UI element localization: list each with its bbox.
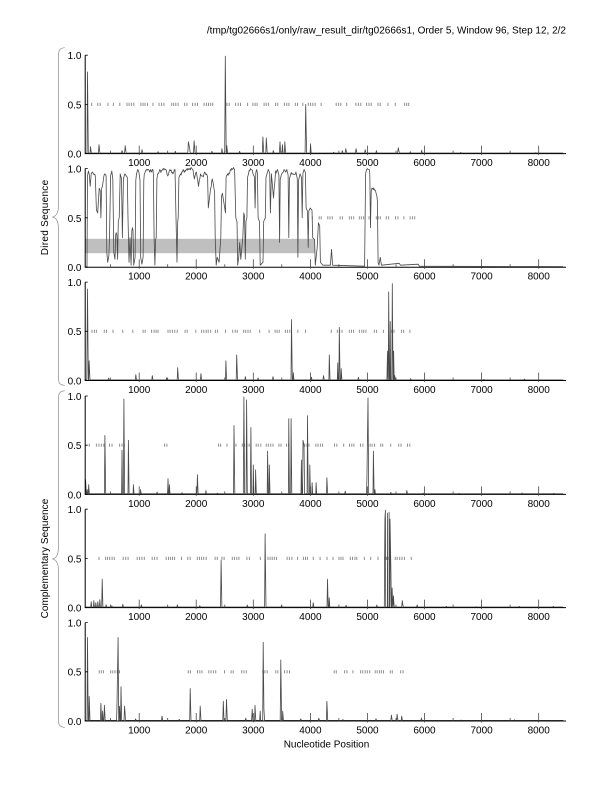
svg-text:7000: 7000 (470, 272, 493, 283)
svg-text:/tmp/tg02666s1/only/raw_result: /tmp/tg02666s1/only/raw_result_dir/tg026… (207, 26, 567, 37)
svg-text:4000: 4000 (299, 499, 322, 510)
svg-text:2000: 2000 (185, 725, 208, 736)
svg-text:7000: 7000 (470, 612, 493, 623)
svg-text:5000: 5000 (356, 612, 379, 623)
svg-text:0.0: 0.0 (68, 376, 82, 387)
svg-text:4000: 4000 (299, 725, 322, 736)
svg-text:1000: 1000 (128, 725, 151, 736)
svg-text:2000: 2000 (185, 272, 208, 283)
svg-text:Complementary Sequence: Complementary Sequence (40, 498, 51, 618)
svg-text:8000: 8000 (528, 272, 551, 283)
svg-text:6000: 6000 (413, 272, 436, 283)
svg-text:2000: 2000 (185, 499, 208, 510)
svg-text:2000: 2000 (185, 385, 208, 396)
svg-text:0.0: 0.0 (68, 263, 82, 274)
svg-text:4000: 4000 (299, 272, 322, 283)
svg-text:5000: 5000 (356, 725, 379, 736)
svg-text:1000: 1000 (128, 612, 151, 623)
svg-text:6000: 6000 (413, 385, 436, 396)
svg-text:4000: 4000 (299, 612, 322, 623)
svg-text:8000: 8000 (528, 158, 551, 169)
svg-text:0.5: 0.5 (68, 554, 82, 565)
svg-text:0.0: 0.0 (68, 604, 82, 615)
svg-text:8000: 8000 (528, 499, 551, 510)
svg-text:4000: 4000 (299, 385, 322, 396)
svg-text:1000: 1000 (128, 385, 151, 396)
svg-text:5000: 5000 (356, 499, 379, 510)
svg-text:1000: 1000 (128, 499, 151, 510)
svg-text:8000: 8000 (528, 725, 551, 736)
svg-text:2000: 2000 (185, 612, 208, 623)
svg-text:1.0: 1.0 (68, 392, 82, 403)
svg-text:4000: 4000 (299, 158, 322, 169)
svg-text:3000: 3000 (242, 385, 265, 396)
svg-text:0.0: 0.0 (68, 717, 82, 728)
svg-text:6000: 6000 (413, 499, 436, 510)
svg-text:3000: 3000 (242, 499, 265, 510)
svg-text:0.5: 0.5 (68, 668, 82, 679)
svg-text:0.0: 0.0 (68, 490, 82, 501)
svg-text:7000: 7000 (470, 499, 493, 510)
svg-text:3000: 3000 (242, 612, 265, 623)
svg-text:Nucleotide Position: Nucleotide Position (284, 740, 370, 751)
svg-text:7000: 7000 (470, 158, 493, 169)
svg-text:1000: 1000 (128, 272, 151, 283)
svg-text:1.0: 1.0 (68, 51, 82, 62)
svg-text:1.0: 1.0 (68, 505, 82, 516)
svg-text:5000: 5000 (356, 158, 379, 169)
svg-text:6000: 6000 (413, 158, 436, 169)
svg-text:Dired Sequence: Dired Sequence (40, 179, 51, 255)
svg-text:1.0: 1.0 (68, 164, 82, 175)
svg-text:1.0: 1.0 (68, 278, 82, 289)
svg-text:0.5: 0.5 (68, 441, 82, 452)
svg-text:0.5: 0.5 (68, 327, 82, 338)
svg-text:1000: 1000 (128, 158, 151, 169)
svg-text:6000: 6000 (413, 612, 436, 623)
svg-text:0.5: 0.5 (68, 214, 82, 225)
svg-text:2000: 2000 (185, 158, 208, 169)
svg-text:7000: 7000 (470, 725, 493, 736)
svg-text:7000: 7000 (470, 385, 493, 396)
svg-text:0.0: 0.0 (68, 150, 82, 161)
svg-text:6000: 6000 (413, 725, 436, 736)
svg-text:3000: 3000 (242, 272, 265, 283)
svg-text:3000: 3000 (242, 725, 265, 736)
svg-text:1.0: 1.0 (68, 619, 82, 630)
svg-text:3000: 3000 (242, 158, 265, 169)
svg-text:8000: 8000 (528, 612, 551, 623)
svg-text:0.5: 0.5 (68, 100, 82, 111)
svg-text:5000: 5000 (356, 385, 379, 396)
svg-text:8000: 8000 (528, 385, 551, 396)
svg-text:5000: 5000 (356, 272, 379, 283)
